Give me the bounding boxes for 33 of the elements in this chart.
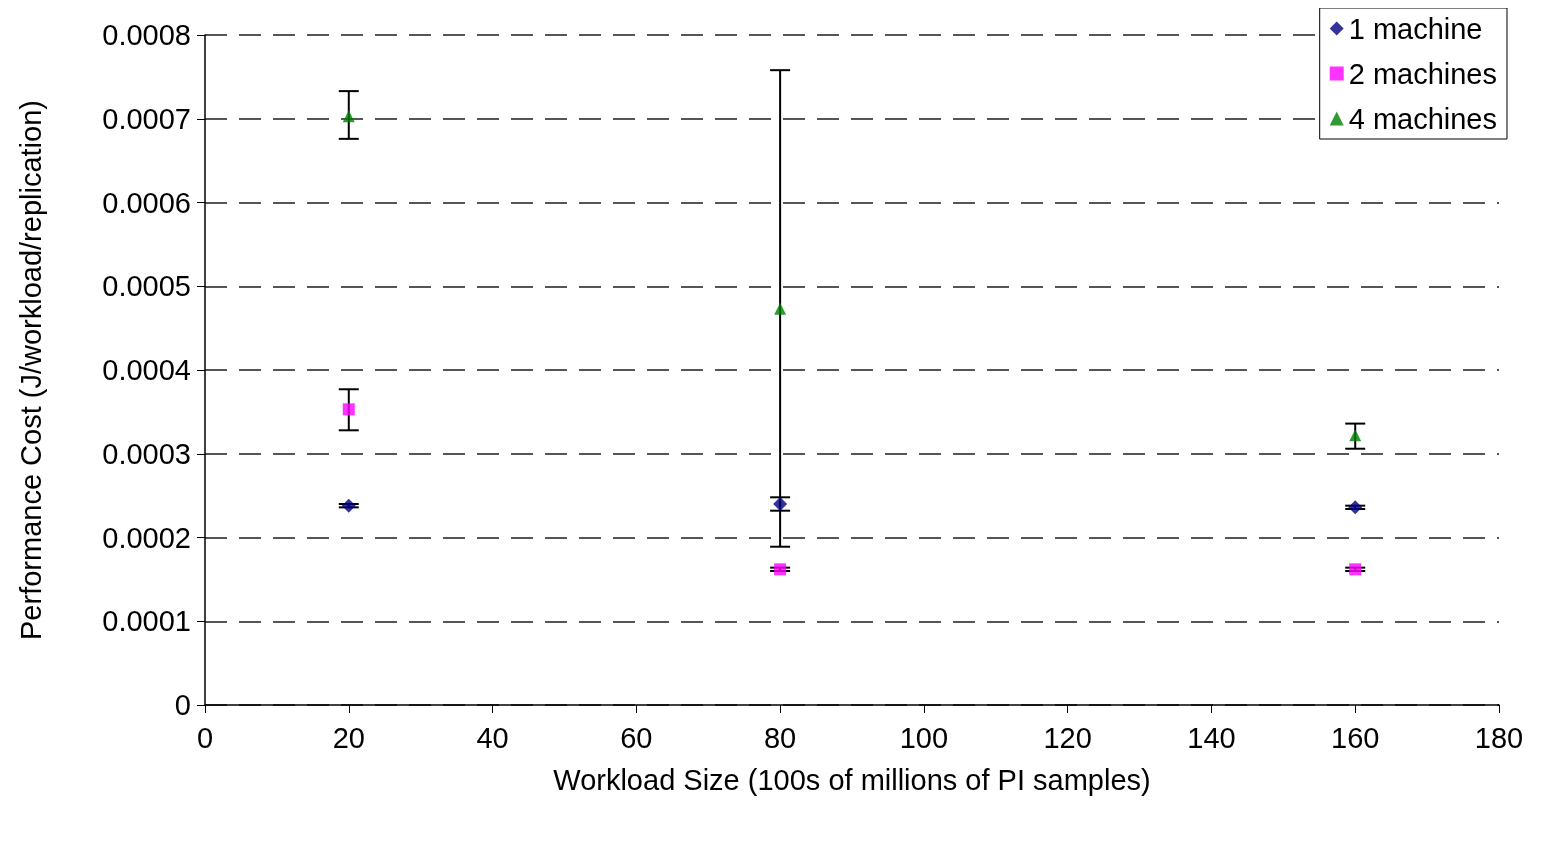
x-axis-title: Workload Size (100s of millions of PI samples) — [553, 763, 1151, 796]
x-tick-label: 140 — [1187, 721, 1236, 754]
x-tick-label: 0 — [196, 721, 214, 754]
x-tick-label: 80 — [763, 721, 797, 754]
y-tick-label: 0.0007 — [102, 102, 191, 135]
point — [342, 403, 355, 416]
point — [342, 110, 355, 123]
x-tick-label: 120 — [1043, 721, 1092, 754]
y-tick-label: 0.0003 — [102, 437, 191, 470]
point — [1349, 429, 1362, 442]
legend-label: 2 machines — [1348, 57, 1498, 90]
y-tick-label: 0.0004 — [102, 354, 191, 386]
point — [774, 302, 787, 315]
point — [774, 563, 787, 576]
x-tick-label: 180 — [1474, 721, 1524, 754]
point — [341, 498, 356, 513]
x-tick-label: 60 — [620, 721, 653, 754]
x-tick-label: 20 — [332, 721, 365, 754]
x-tick-label: 100 — [899, 721, 949, 754]
y-tick-label: 0.0008 — [102, 19, 191, 51]
legend-label: 4 machines — [1348, 102, 1498, 135]
x-tick-label: 160 — [1331, 721, 1380, 754]
y-tick-label: 0.0006 — [102, 186, 191, 219]
x-tick-label: 40 — [476, 721, 509, 754]
y-tick-label: 0.0002 — [102, 521, 191, 554]
y-tick-label: 0.0005 — [102, 270, 191, 303]
point — [1348, 500, 1363, 515]
y-axis-title: Performance Cost (J/workload/replication) — [14, 100, 47, 640]
y-tick-label: 0.0001 — [102, 605, 191, 638]
y-tick-label: 0 — [174, 689, 191, 721]
legend-label: 1 machine — [1348, 12, 1483, 45]
point — [773, 497, 788, 511]
point — [1349, 563, 1362, 576]
